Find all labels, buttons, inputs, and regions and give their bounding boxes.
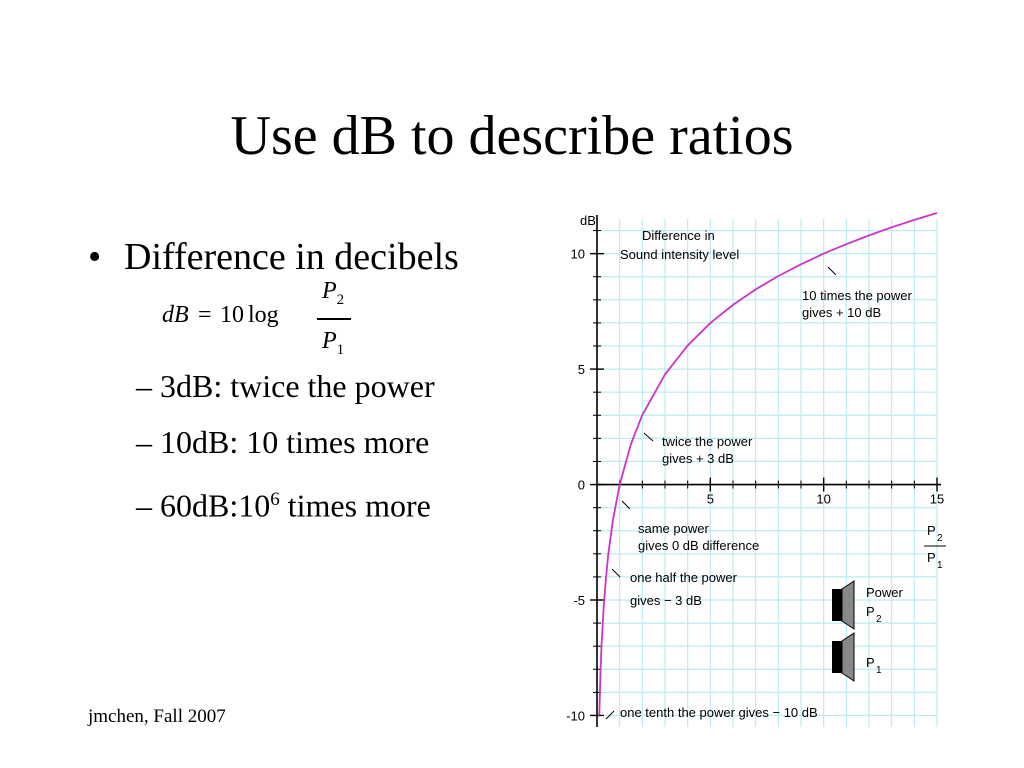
formula-lhs: dB [162,302,189,328]
legend-p1-var: P [866,655,875,670]
bullet-marker: • [88,236,102,278]
pointer-2x [643,432,654,442]
annotation-pointers [605,266,837,720]
footer-author: jmchen, Fall 2007 [88,706,226,727]
chart-grid [597,219,938,727]
y-tick-label: 0 [578,478,585,493]
annotation-2x-2: gives + 3 dB [662,451,734,466]
annotation-half-2: gives − 3 dB [630,593,702,608]
y-tick-label: -5 [573,593,585,608]
legend-p2-var: P [866,604,875,619]
y-tick-label: 5 [578,362,585,377]
x-tick-label: 10 [816,492,830,507]
speaker-legend: Power P 2 P 1 [832,580,904,682]
annotation-same-2: gives 0 dB difference [638,538,759,553]
x-ratio-num-sub: 2 [937,533,943,544]
speaker-p2-icon [832,580,855,630]
annotation-2x-1: twice the power [662,434,753,449]
bullet-difference: • Difference in decibels [88,232,459,282]
annotation-title-1: Difference in [642,228,715,243]
formula-coefficient: 10 [220,302,244,328]
speaker-p1-icon [832,632,855,682]
db-curve [598,212,938,716]
formula-num-sub: 2 [336,291,345,308]
subpoint-10db: – 10dB: 10 times more [136,424,430,460]
pointer-half [611,568,621,578]
annotation-10x-1: 10 times the power [802,288,913,303]
formula-denominator: P1 [322,328,344,359]
pointer-same [621,500,631,510]
y-axis-label: dB [580,213,596,228]
formula-den-var: P [322,328,337,354]
subpoint-60db-base: – 60dB:10 [136,487,271,524]
subpoint-60db-tail: times more [279,487,431,524]
legend-p1-sub: 1 [876,665,882,676]
x-tick-label: 5 [707,492,714,507]
subpoint-60db-exponent: 6 [270,489,280,510]
slide-title: Use dB to describe ratios [230,105,794,167]
y-tick-label: 10 [571,247,585,262]
legend-power-label: Power [866,585,904,600]
subpoint-3db: – 3dB: twice the power [136,368,435,404]
x-axis-ratio-label: P 2 P 1 [924,523,946,571]
annotation-tenth: one tenth the power gives − 10 dB [620,705,818,720]
pointer-10x [827,266,837,276]
x-ratio-den-var: P [927,550,936,565]
annotation-half-1: one half the power [630,570,738,585]
formula-equals: = [198,302,212,328]
formula-den-sub: 1 [336,341,345,358]
formula-num-var: P [322,278,337,304]
annotation-title-2: Sound intensity level [620,247,739,262]
formula-numerator: P2 [322,278,344,309]
formula-log: log [248,302,279,328]
pointer-tenth [605,710,615,720]
annotation-10x-2: gives + 10 dB [802,305,881,320]
bullet-text: Difference in decibels [124,236,459,278]
formula-fraction-bar [317,318,351,320]
x-ratio-den-sub: 1 [937,560,943,571]
db-chart: 5 10 15 -10 -5 0 5 10 dB Difference in Sound in… [566,212,946,727]
chart-ticks: 5 10 15 -10 -5 0 5 10 [566,230,944,723]
x-ratio-num-var: P [927,523,936,538]
legend-p2-sub: 2 [876,614,882,625]
chart-axes [596,215,941,727]
y-tick-label: -10 [566,708,585,723]
subpoint-60db: – 60dB:106 times more [136,480,431,526]
x-tick-label: 15 [930,492,944,507]
db-formula: dB = 10 log P2 P1 [162,278,362,364]
annotation-same-1: same power [638,521,709,536]
